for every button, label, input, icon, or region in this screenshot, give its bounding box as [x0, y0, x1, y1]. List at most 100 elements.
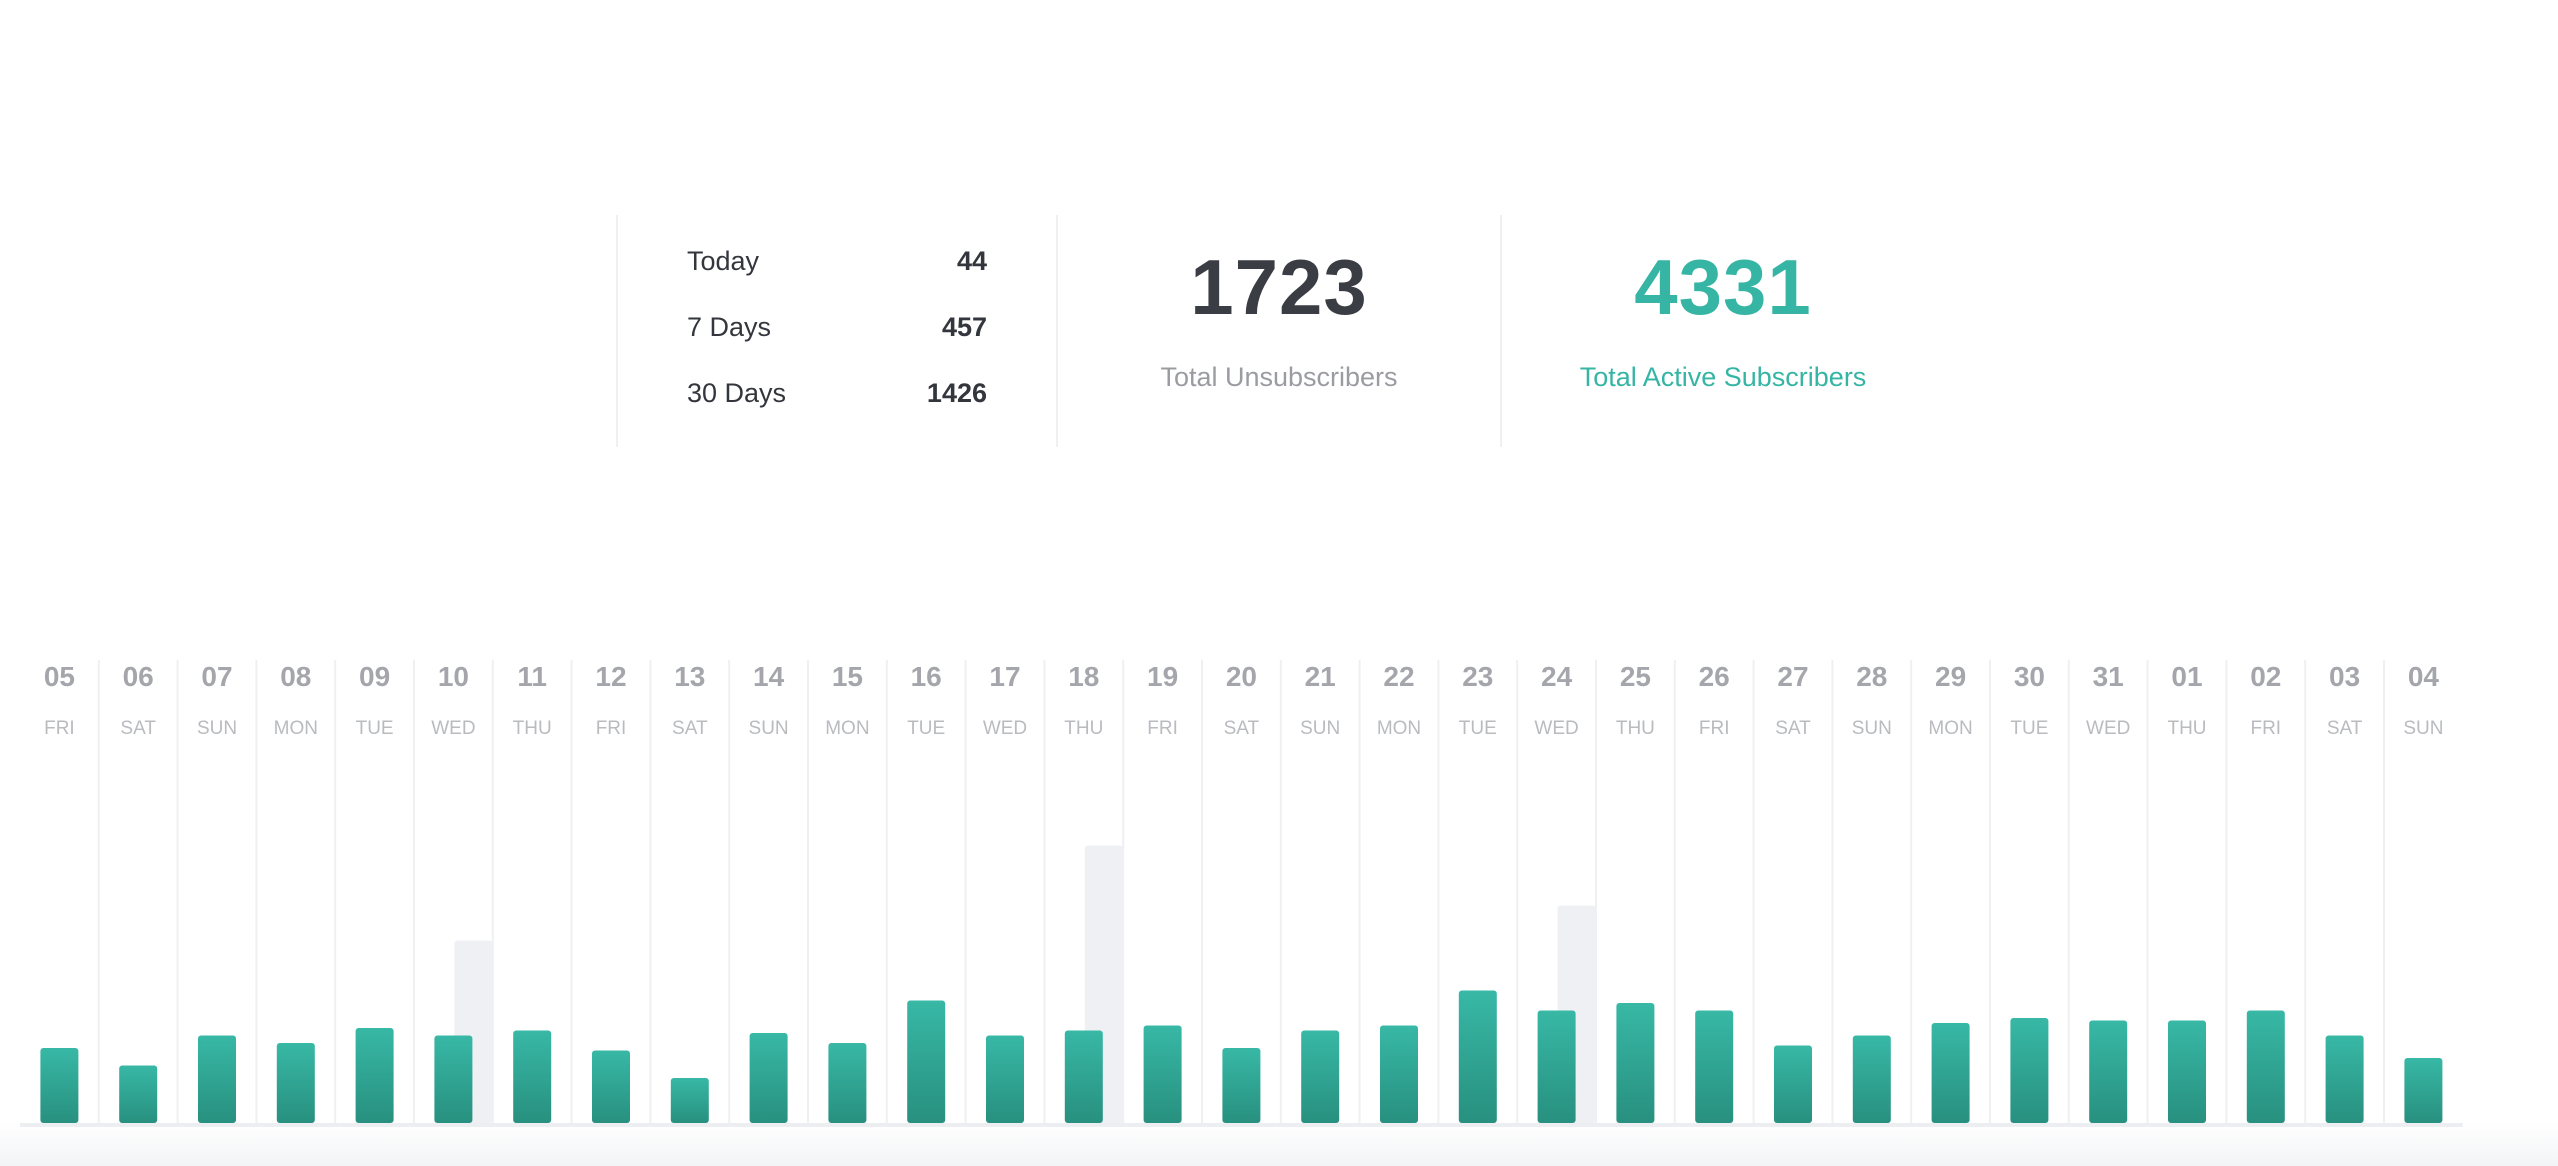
date-tick-label: 20: [1226, 661, 1257, 692]
weekday-tick-label: THU: [513, 718, 552, 739]
weekday-tick-label: FRI: [2250, 718, 2281, 739]
date-tick-label: 09: [359, 661, 390, 692]
bar: [1537, 1010, 1576, 1123]
date-tick-label: 21: [1305, 661, 1336, 692]
date-tick-label: 24: [1541, 661, 1573, 692]
weekday-tick-label: FRI: [1147, 718, 1178, 739]
weekday-tick-label: MON: [274, 718, 318, 739]
period-value: 44: [956, 246, 987, 276]
divider: [1500, 215, 1502, 447]
bar: [1695, 1010, 1734, 1123]
date-tick-label: 31: [2093, 661, 2124, 692]
weekday-tick-label: FRI: [596, 718, 627, 739]
date-tick-label: 28: [1856, 661, 1887, 692]
weekday-tick-label: MON: [825, 718, 869, 739]
total-unsubscribers-label: Total Unsubscribers: [1160, 362, 1398, 392]
total-active-label: Total Active Subscribers: [1579, 362, 1867, 392]
bar: [119, 1065, 158, 1123]
stat-today: Today 44: [687, 246, 987, 286]
date-tick-label: 13: [674, 661, 705, 692]
date-tick-label: 02: [2250, 661, 2281, 692]
bar: [2246, 1010, 2285, 1123]
date-tick-label: 26: [1699, 661, 1730, 692]
weekday-tick-label: FRI: [44, 718, 75, 739]
bar: [986, 1035, 1024, 1123]
date-tick-label: 01: [2171, 661, 2202, 692]
weekday-tick-label: TUE: [356, 718, 394, 739]
date-tick-label: 07: [201, 661, 232, 692]
date-tick-label: 29: [1935, 661, 1966, 692]
date-tick-label: 30: [2014, 661, 2045, 692]
date-tick-label: 05: [44, 661, 75, 692]
date-tick-label: 25: [1620, 661, 1651, 692]
bar: [1774, 1045, 1812, 1123]
date-tick-label: 15: [832, 661, 863, 692]
stat-30-days: 30 Days 1426: [687, 378, 987, 418]
bar: [2325, 1035, 2364, 1123]
bar: [1222, 1048, 1261, 1123]
period-label: 30 Days: [687, 378, 787, 408]
chart-baseline-fade: [0, 1122, 2558, 1166]
weekday-tick-label: SUN: [2403, 718, 2443, 739]
total-unsubscribers-value: 1723: [1190, 243, 1368, 331]
weekday-tick-label: SAT: [120, 718, 156, 739]
period-label: Today: [687, 246, 760, 276]
weekday-tick-label: MON: [1928, 718, 1972, 739]
weekday-tick-label: SAT: [2327, 718, 2363, 739]
bar: [1616, 1003, 1655, 1123]
bar: [513, 1030, 552, 1123]
bar: [276, 1043, 315, 1123]
divider: [616, 215, 618, 447]
bar: [2089, 1020, 2128, 1123]
date-tick-label: 12: [595, 661, 626, 692]
date-tick-label: 19: [1147, 661, 1178, 692]
bar: [1143, 1025, 1182, 1123]
bar: [355, 1028, 394, 1123]
total-active-value: 4331: [1634, 243, 1812, 331]
weekday-tick-label: WED: [431, 718, 475, 739]
bar: [40, 1048, 79, 1123]
bar: [2168, 1020, 2206, 1123]
date-tick-label: 23: [1462, 661, 1493, 692]
period-value: 1426: [926, 378, 987, 408]
bar: [198, 1035, 236, 1123]
bar: [1380, 1025, 1418, 1123]
bar: [1852, 1035, 1891, 1123]
date-tick-label: 10: [438, 661, 469, 692]
weekday-tick-label: SUN: [197, 718, 237, 739]
divider: [1056, 215, 1058, 447]
chart-svg: 05 FRI 06 SAT 07 SUN 08 MON 09 TUE 10 WED 11 THU 12 FRI…: [20, 660, 2463, 1127]
weekday-tick-label: FRI: [1699, 718, 1730, 739]
date-tick-label: 17: [989, 661, 1020, 692]
date-tick-label: 14: [753, 661, 785, 692]
weekday-tick-label: SUN: [1300, 718, 1340, 739]
daily-bar-chart: 05 FRI 06 SAT 07 SUN 08 MON 09 TUE 10 WED 11 THU 12 FRI…: [0, 640, 2558, 1166]
stat-7-days: 7 Days 457: [687, 312, 987, 352]
weekday-tick-label: SAT: [1224, 718, 1260, 739]
bar: [2010, 1018, 2049, 1123]
stats-panel: Today 44 7 Days 457 30 Days 1426 1723 To…: [0, 0, 2558, 460]
weekday-tick-label: WED: [2086, 718, 2130, 739]
bar: [670, 1078, 709, 1123]
bar: [907, 1000, 946, 1123]
weekday-tick-label: TUE: [1459, 718, 1497, 739]
date-tick-label: 06: [123, 661, 154, 692]
date-tick-label: 22: [1383, 661, 1414, 692]
weekday-tick-label: TUE: [2010, 718, 2048, 739]
bar: [749, 1033, 788, 1123]
bar: [434, 1035, 473, 1123]
weekday-tick-label: TUE: [907, 718, 945, 739]
weekday-tick-label: MON: [1377, 718, 1421, 739]
bar: [1301, 1030, 1340, 1123]
weekday-tick-label: SAT: [672, 718, 708, 739]
weekday-tick-label: THU: [2167, 718, 2206, 739]
weekday-tick-label: WED: [983, 718, 1027, 739]
bar: [592, 1050, 630, 1123]
weekday-tick-label: THU: [1616, 718, 1655, 739]
weekday-tick-label: THU: [1064, 718, 1103, 739]
bar: [1064, 1030, 1103, 1123]
date-tick-label: 18: [1068, 661, 1099, 692]
weekday-tick-label: SUN: [1852, 718, 1892, 739]
bar: [828, 1043, 867, 1123]
bar: [1458, 990, 1497, 1123]
